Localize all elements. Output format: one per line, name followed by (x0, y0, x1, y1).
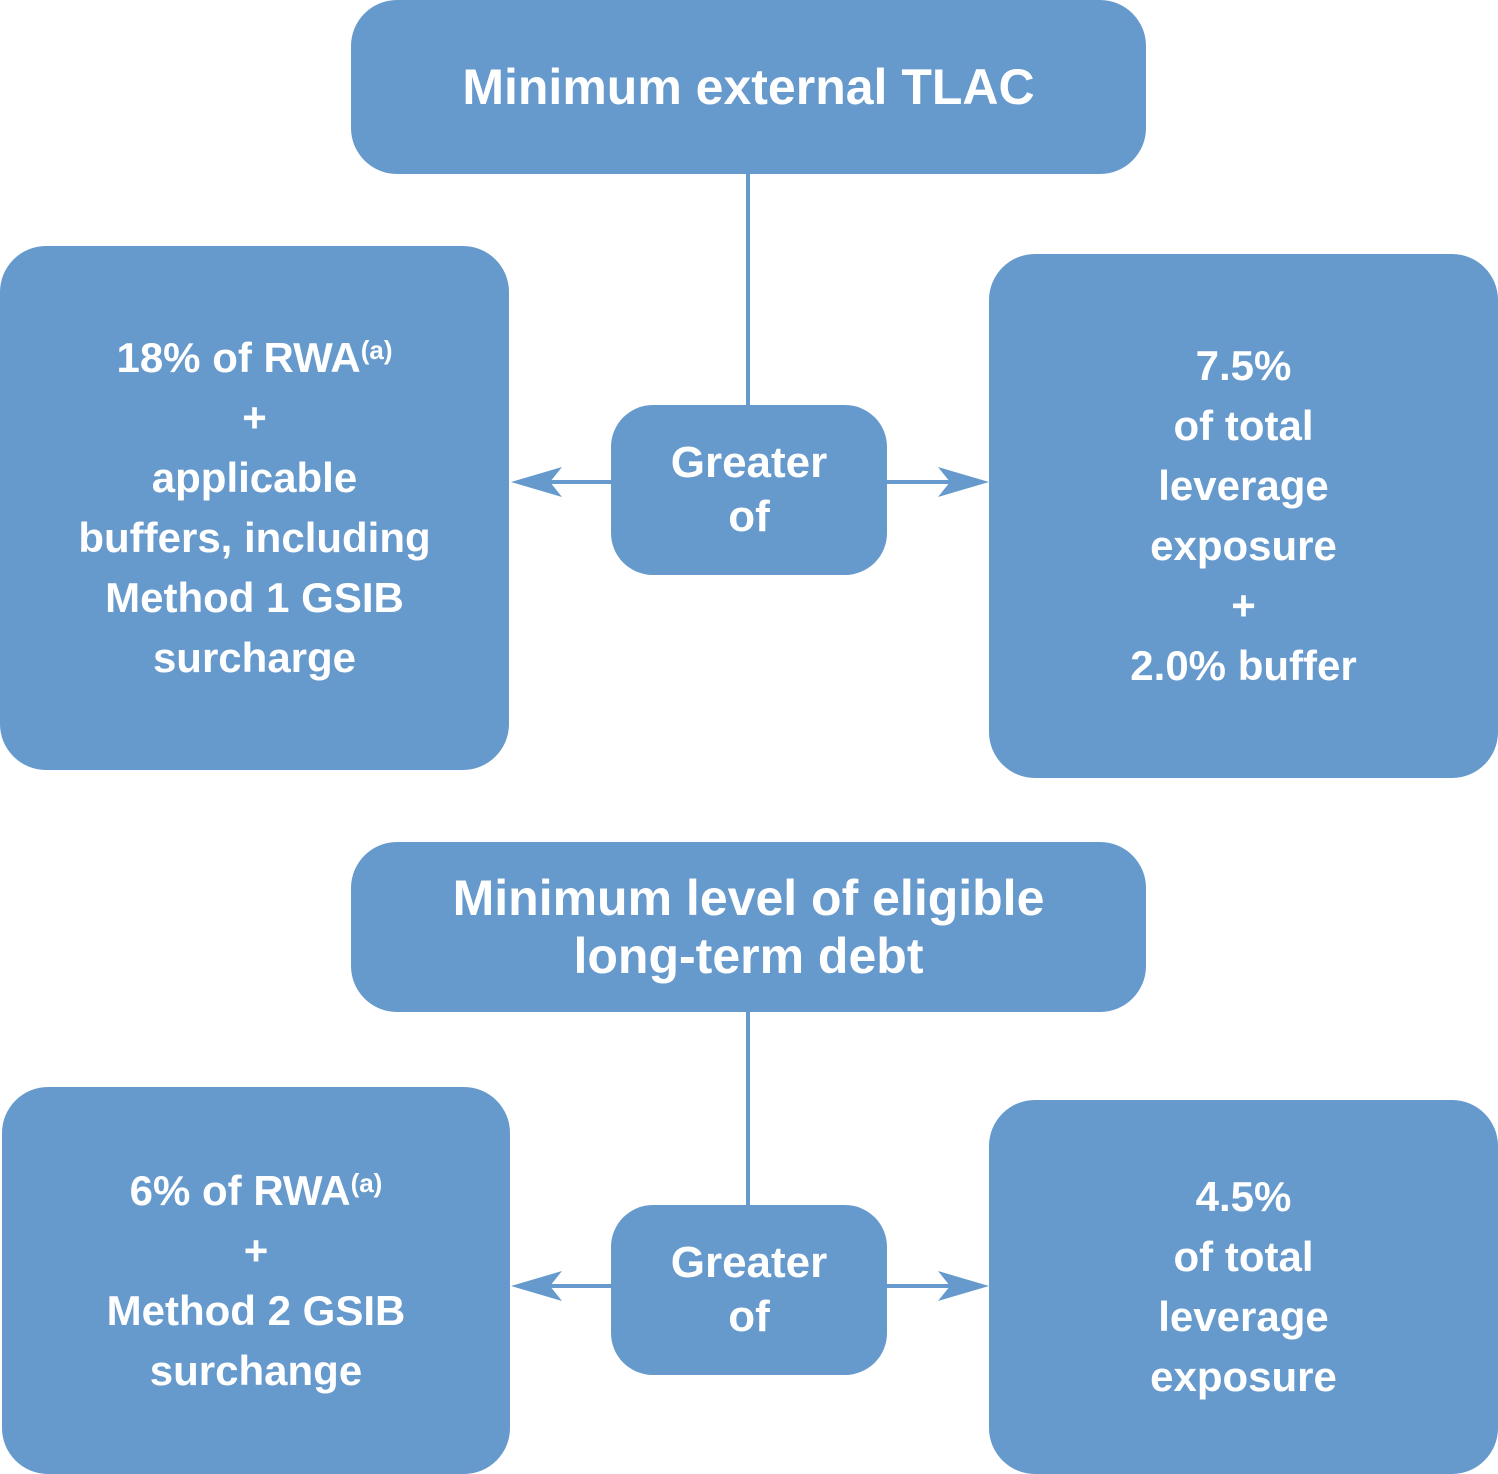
greater-label: Greater (670, 438, 828, 487)
arrow-left-icon (511, 467, 562, 497)
tlac-leverage-box: 7.5% of total leverage exposure + 2.0% b… (989, 254, 1498, 778)
arrow-right-icon (938, 467, 989, 497)
text-line: buffers, including (78, 514, 431, 561)
ltd-title-line: Minimum level of eligible (452, 870, 1045, 926)
text-line: exposure (1150, 522, 1337, 569)
text-line: applicable (151, 454, 358, 501)
plus-sign: + (243, 1226, 269, 1274)
ltd-greater-of: Greater of (611, 1205, 887, 1375)
plus-sign: + (242, 394, 267, 441)
footnote-marker: (a) (360, 335, 393, 365)
of-label: of (728, 1292, 770, 1341)
ltd-leverage-box: 4.5% of total leverage exposure (989, 1100, 1498, 1474)
arrow-right-icon (938, 1271, 989, 1301)
text-line: of total (1173, 402, 1314, 449)
tlac-greater-of: Greater of (611, 405, 887, 575)
text-line: 2.0% buffer (1130, 642, 1357, 689)
text-line: of total (1173, 1233, 1314, 1280)
ltd-title-line: long-term debt (573, 928, 924, 984)
text-line: surcharge (152, 634, 357, 681)
text-line: surchange (149, 1346, 363, 1394)
greater-label: Greater (670, 1238, 828, 1287)
text-line: exposure (1150, 1353, 1337, 1400)
tlac-title: Minimum external TLAC (462, 59, 1035, 115)
text-line: 7.5% (1195, 342, 1292, 389)
rwa-text: 18% of RWA (116, 334, 361, 381)
ltd-title-box: Minimum level of eligible long-term debt (351, 842, 1146, 1012)
text-line: leverage (1158, 462, 1329, 509)
arrow-left-icon (511, 1271, 562, 1301)
tlac-rwa-box: 18% of RWA(a) + applicable buffers, incl… (0, 246, 509, 770)
footnote-marker: (a) (350, 1167, 383, 1198)
text-line: 4.5% (1195, 1173, 1292, 1220)
rwa-text: 6% of RWA (129, 1166, 351, 1214)
ltd-rwa-box: 6% of RWA(a) + Method 2 GSIB surchange (2, 1087, 510, 1474)
plus-sign: + (1231, 582, 1256, 629)
text-line: leverage (1158, 1293, 1329, 1340)
text-line: Method 2 GSIB (106, 1286, 406, 1334)
tlac-title-box: Minimum external TLAC (351, 0, 1146, 174)
text-line: Method 1 GSIB (105, 574, 404, 621)
of-label: of (728, 492, 770, 541)
